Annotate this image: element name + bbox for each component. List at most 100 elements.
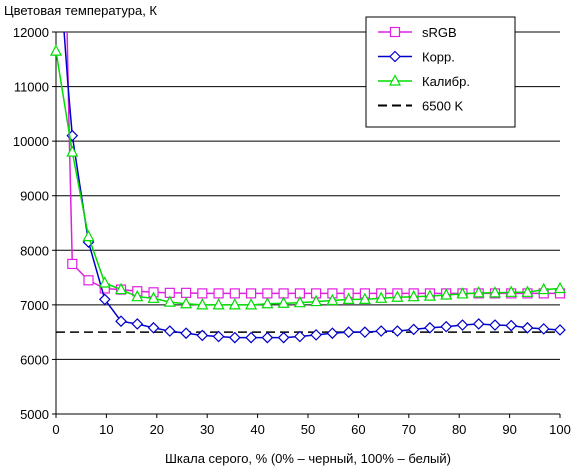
data-point (197, 288, 208, 299)
legend: sRGB Корр. Калибр. 6500 K (365, 16, 516, 128)
data-point (196, 298, 209, 310)
data-point (521, 321, 534, 334)
data-point (180, 287, 192, 298)
legend-item: 6500 K (378, 99, 464, 114)
data-point (326, 293, 339, 306)
data-point (293, 295, 306, 308)
data-point (115, 282, 128, 295)
data-point (342, 326, 355, 338)
data-point (115, 315, 127, 328)
legend-label: Корр. (422, 50, 455, 65)
data-point (456, 287, 469, 299)
data-point (294, 330, 306, 343)
y-tick-label: 10000 (13, 134, 49, 149)
y-axis-label: Цветовая температура, К (4, 3, 157, 18)
data-point (489, 319, 501, 331)
legend-marker (389, 26, 401, 38)
data-point (245, 331, 257, 344)
data-point (212, 330, 225, 343)
y-tick-label: 7000 (20, 298, 49, 313)
data-point (180, 296, 193, 309)
data-point (521, 285, 534, 297)
gridlines (56, 31, 560, 360)
legend-marker (389, 74, 401, 86)
x-tick-label: 50 (301, 422, 315, 437)
data-point (163, 325, 176, 337)
data-point (213, 288, 224, 299)
x-tick-label: 70 (402, 422, 416, 437)
x-axis-label: Шкала серого, % (0% – черный, 100% – бел… (165, 451, 451, 466)
data-point (505, 285, 518, 297)
data-point (212, 298, 225, 310)
x-tick-label: 90 (502, 422, 516, 437)
data-point (277, 296, 290, 308)
legend-item: sRGB (378, 25, 457, 40)
x-tick-label: 40 (250, 422, 264, 437)
data-point (440, 320, 453, 333)
data-point (375, 291, 388, 303)
plot-series (50, 31, 566, 344)
data-point (245, 288, 257, 299)
data-point (131, 289, 144, 302)
y-tick-label: 5000 (20, 407, 49, 422)
data-point (98, 276, 111, 288)
y-tick-label: 11000 (14, 80, 49, 95)
data-point (98, 293, 111, 306)
data-point (228, 331, 241, 344)
data-point (228, 298, 241, 310)
data-point (554, 281, 566, 294)
data-point (359, 326, 371, 338)
data-point (82, 229, 95, 242)
data-point (163, 295, 176, 307)
data-point (310, 294, 323, 307)
data-point (456, 319, 469, 331)
data-point (342, 292, 355, 304)
x-tick-label: 80 (452, 422, 466, 437)
data-point (537, 282, 550, 295)
data-point (440, 288, 453, 300)
data-point (375, 325, 388, 337)
y-tick-label: 12000 (13, 25, 49, 40)
data-point (310, 329, 322, 341)
data-point (50, 44, 62, 56)
data-point (147, 321, 160, 334)
y-tick-label: 6000 (20, 352, 49, 367)
data-point (488, 286, 501, 298)
legend-marker (389, 50, 401, 63)
x-tick-label: 60 (351, 422, 365, 437)
legend-label: sRGB (422, 25, 457, 40)
data-point (391, 290, 404, 302)
data-point (229, 288, 240, 299)
x-tick-label: 20 (150, 422, 164, 437)
data-point (277, 331, 290, 344)
data-point (423, 289, 436, 301)
data-point (407, 323, 420, 336)
legend-item: Калибр. (378, 74, 470, 89)
x-tick-label: 10 (99, 422, 113, 437)
y-tick-label: 9000 (20, 189, 49, 204)
data-point (505, 319, 518, 332)
data-point (67, 258, 78, 270)
data-point (66, 145, 79, 157)
data-point (407, 289, 420, 302)
data-point (180, 327, 192, 340)
data-point (391, 325, 404, 337)
data-point (245, 298, 258, 310)
data-point (537, 323, 550, 335)
data-point (131, 318, 144, 330)
y-axis-ticks: 5000 6000 7000 8000 9000 10000 11000 12000 (13, 25, 56, 422)
data-point (196, 329, 209, 342)
x-tick-label: 30 (200, 422, 214, 437)
legend-label: Калибр. (422, 74, 470, 89)
data-point (472, 286, 485, 298)
data-point (358, 292, 371, 304)
data-point (326, 327, 339, 340)
data-point (424, 321, 436, 334)
legend-item: Корр. (378, 50, 455, 65)
series-корр- (63, 31, 566, 344)
data-point (147, 291, 160, 303)
x-tick-label: 0 (52, 422, 59, 437)
data-point (262, 288, 273, 299)
x-axis-ticks: 0 10 20 30 40 50 60 70 80 90 100 (52, 414, 571, 437)
series-калибр- (50, 44, 566, 310)
